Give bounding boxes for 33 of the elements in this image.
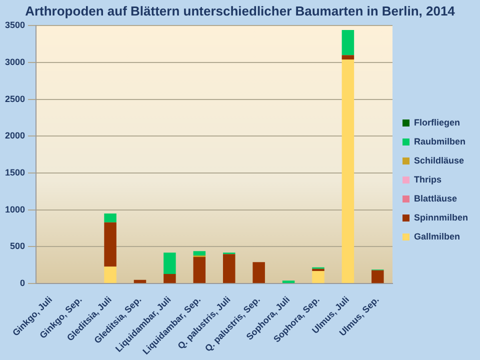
bar	[342, 60, 354, 284]
legend-label: Florfliegen	[414, 117, 460, 128]
y-tick-label: 2000	[4, 130, 26, 141]
bar	[164, 252, 176, 274]
bar	[312, 268, 324, 272]
bar	[342, 30, 354, 56]
y-tick-label: 0	[20, 278, 26, 288]
bar	[104, 266, 116, 284]
y-tick-label: 3000	[4, 56, 26, 67]
legend-label: Blattläuse	[414, 193, 458, 204]
bar	[164, 274, 176, 284]
legend-label: Schildläuse	[414, 155, 464, 166]
bar	[312, 271, 324, 284]
bar	[104, 214, 116, 222]
bar	[372, 270, 384, 284]
bar	[193, 257, 206, 284]
legend-label: Thrips	[414, 174, 442, 184]
bar	[193, 251, 206, 256]
bar	[282, 280, 295, 284]
legend-label: Spinnmilben	[414, 212, 468, 222]
bar	[222, 254, 236, 284]
bar	[134, 280, 146, 284]
bar	[342, 55, 354, 60]
y-tick-label: 1000	[4, 204, 26, 214]
legend-label: Raubmilben	[414, 136, 466, 146]
chart-title: Arthropoden auf Blättern unterschiedlicher Baumarten in Berlin, 2014	[25, 3, 456, 18]
y-tick-label: 1500	[4, 167, 26, 178]
bar	[252, 262, 265, 284]
bar	[104, 222, 116, 267]
legend-label: Gallmilben	[414, 231, 460, 242]
y-tick-label: 2500	[4, 94, 26, 104]
y-tick-label: 500	[10, 241, 26, 252]
y-tick-label: 3500	[4, 20, 26, 30]
